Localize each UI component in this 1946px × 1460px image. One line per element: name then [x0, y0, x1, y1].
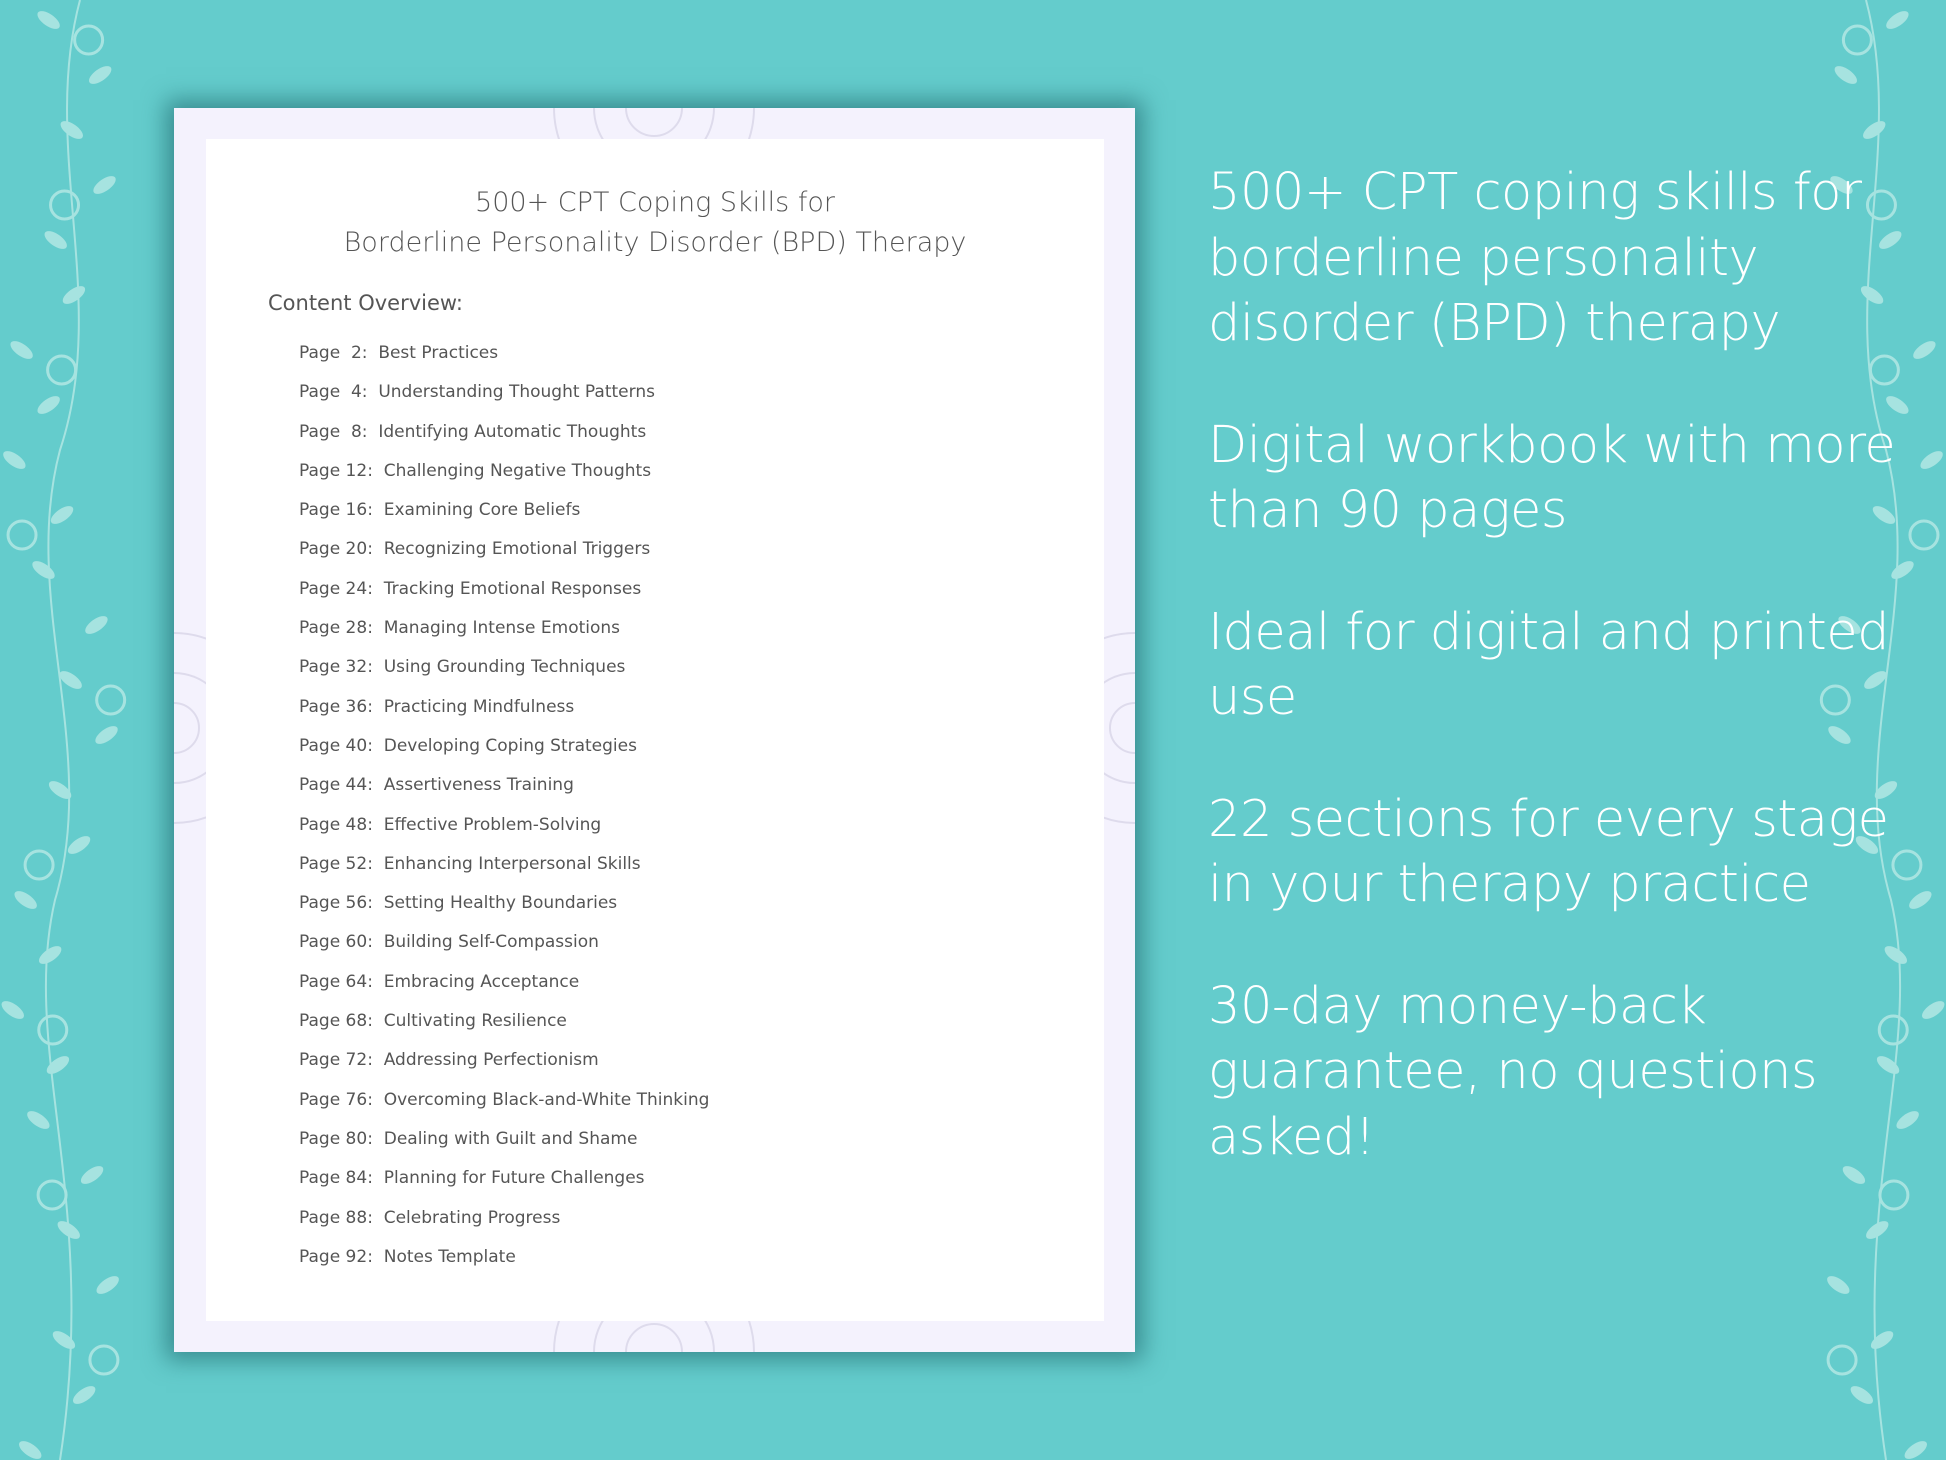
mandala-icon: [1103, 632, 1135, 824]
content-overview-label: Content Overview:: [268, 291, 463, 315]
workbook-page-preview: 500+ CPT Coping Skills for Borderline Pe…: [174, 108, 1135, 1352]
toc-item: Page 8: Identifying Automatic Thoughts: [299, 421, 647, 442]
floral-vine-decoration-right: [1819, 0, 1945, 1460]
floral-vine-decoration-left: [1, 0, 127, 1460]
toc-item: Page 24: Tracking Emotional Responses: [299, 578, 642, 599]
toc-item: Page 4: Understanding Thought Patterns: [299, 382, 655, 403]
toc-item: Page 16: Examining Core Beliefs: [299, 500, 581, 521]
mandala-icon: [553, 1321, 755, 1352]
mandala-icon: [174, 632, 206, 824]
feature-item: 22 sections for every stage in your ther…: [1208, 789, 1889, 915]
toc-item: Page 88: Celebrating Progress: [299, 1207, 561, 1228]
title-line-2: Borderline Personality Disorder (BPD) Th…: [343, 227, 967, 258]
title-line-1: 500+ CPT Coping Skills for: [475, 187, 835, 218]
document-title: 500+ CPT Coping Skills for Borderline Pe…: [206, 183, 1104, 263]
feature-item: Digital workbook with more than 90 pages: [1208, 415, 1896, 541]
table-of-contents: Page 2: Best Practices Page 4: Understand…: [299, 343, 709, 1286]
toc-item: Page 20: Recognizing Emotional Triggers: [299, 539, 651, 560]
toc-item: Page 52: Enhancing Interpersonal Skills: [299, 853, 641, 874]
mandala-icon: [553, 108, 755, 139]
toc-item: Page 40: Developing Coping Strategies: [299, 735, 637, 756]
toc-item: Page 56: Setting Healthy Boundaries: [299, 893, 618, 914]
toc-item: Page 80: Dealing with Guilt and Shame: [299, 1128, 638, 1149]
toc-item: Page 32: Using Grounding Techniques: [299, 657, 626, 678]
toc-item: Page 76: Overcoming Black-and-White Thin…: [299, 1089, 710, 1110]
toc-item: Page 64: Embracing Acceptance: [299, 971, 580, 992]
feature-item: 30-day money-back guarantee, no question…: [1208, 976, 1818, 1167]
toc-item: Page 72: Addressing Perfectionism: [299, 1050, 599, 1071]
toc-item: Page 44: Assertiveness Training: [299, 775, 574, 796]
toc-item: Page 12: Challenging Negative Thoughts: [299, 460, 652, 481]
toc-item: Page 60: Building Self-Compassion: [299, 932, 599, 953]
toc-item: Page 68: Cultivating Resilience: [299, 1011, 567, 1032]
feature-item: Ideal for digital and printed use: [1208, 602, 1889, 728]
feature-item: 500+ CPT coping skills for borderline pe…: [1208, 163, 1862, 353]
toc-item: Page 92: Notes Template: [299, 1246, 516, 1267]
toc-item: Page 48: Effective Problem-Solving: [299, 814, 602, 835]
feature-list: 500+ CPT coping skills for borderline pe…: [1208, 160, 1908, 1226]
page-sheet: 500+ CPT Coping Skills for Borderline Pe…: [206, 139, 1104, 1321]
toc-item: Page 84: Planning for Future Challenges: [299, 1168, 645, 1189]
toc-item: Page 28: Managing Intense Emotions: [299, 618, 621, 639]
toc-item: Page 36: Practicing Mindfulness: [299, 696, 575, 717]
toc-item: Page 2: Best Practices: [299, 343, 499, 363]
